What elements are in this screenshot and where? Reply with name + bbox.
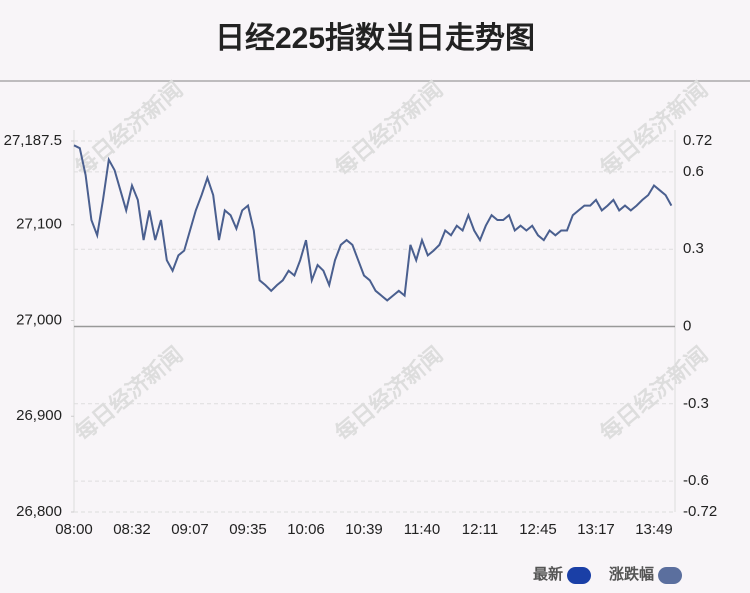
y-tick-label: 27,187.5 xyxy=(4,132,62,149)
y2-tick-label: 0 xyxy=(683,317,691,334)
x-tick-label: 11:40 xyxy=(404,521,440,538)
y-tick-label: 26,900 xyxy=(16,407,62,424)
y2-tick-label: -0.6 xyxy=(683,472,709,489)
x-tick-label: 09:35 xyxy=(229,521,267,538)
y2-tick-label: 0.3 xyxy=(683,240,704,257)
x-tick-label: 08:32 xyxy=(113,521,151,538)
y2-tick-label: -0.72 xyxy=(683,503,717,520)
x-tick-label: 09:07 xyxy=(171,521,209,538)
x-tick-label: 08:00 xyxy=(55,521,93,538)
legend-swatch xyxy=(567,567,592,584)
legend-label: 涨跌幅 xyxy=(609,565,654,583)
legend-swatch xyxy=(658,567,683,584)
x-tick-label: 13:49 xyxy=(635,521,673,538)
legend-label: 最新 xyxy=(533,565,563,583)
x-tick-label: 12:11 xyxy=(462,521,498,538)
y-tick-label: 27,000 xyxy=(16,311,62,328)
y2-tick-label: 0.72 xyxy=(683,132,712,149)
series-line xyxy=(73,144,673,302)
x-tick-label: 10:06 xyxy=(287,521,325,538)
y-tick-label: 27,100 xyxy=(16,216,62,233)
y2-tick-label: -0.3 xyxy=(683,395,709,412)
y2-tick-label: 0.6 xyxy=(683,163,704,180)
y-tick-label: 26,800 xyxy=(16,503,62,520)
x-tick-label: 12:45 xyxy=(519,521,557,538)
x-tick-label: 13:17 xyxy=(577,521,615,538)
chart-title: 日经225指数当日走势图 xyxy=(215,21,535,55)
x-tick-label: 10:39 xyxy=(345,521,383,538)
